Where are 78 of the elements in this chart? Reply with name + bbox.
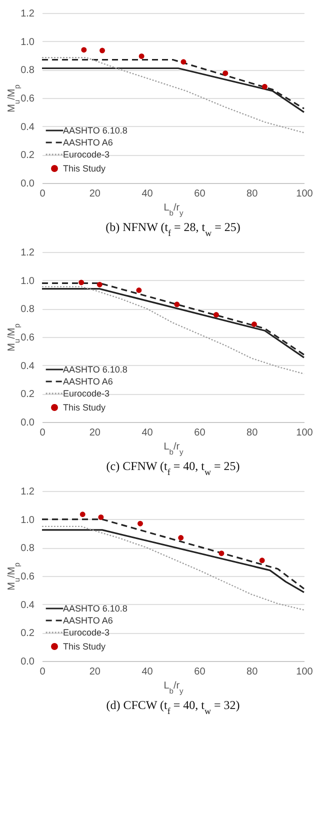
line-series xyxy=(41,286,305,374)
point xyxy=(262,84,268,90)
point xyxy=(218,550,224,556)
point xyxy=(98,514,104,520)
y-tick-label: 0.2 xyxy=(20,628,35,640)
point xyxy=(138,53,144,59)
y-tick-label: 0.2 xyxy=(20,150,35,162)
x-tick-label: 100 xyxy=(296,188,314,200)
point xyxy=(222,70,228,76)
legend-label: AASHTO 6.10.8 xyxy=(63,364,128,374)
x-tick-label: 80 xyxy=(246,188,258,200)
y-tick-label: 1.0 xyxy=(20,36,35,48)
point xyxy=(80,512,86,518)
legend-label: AASHTO A6 xyxy=(63,616,113,626)
y-tick-label: 1.0 xyxy=(20,276,35,287)
x-tick-label: 40 xyxy=(142,188,154,200)
legend-label: Eurocode-3 xyxy=(63,388,110,398)
y-tick-label: 0.4 xyxy=(20,360,35,372)
point xyxy=(178,535,184,540)
y-tick-label: 0.0 xyxy=(20,178,35,190)
point xyxy=(81,47,87,53)
legend-label: This Study xyxy=(63,642,106,652)
x-tick-label: 20 xyxy=(89,428,101,438)
x-tick-label: 80 xyxy=(246,666,258,678)
legend-label: AASHTO 6.10.8 xyxy=(63,604,128,614)
y-tick-label: 1.2 xyxy=(20,248,35,258)
y-tick-label: 1.2 xyxy=(20,486,35,498)
x-tick-label: 20 xyxy=(89,666,101,678)
y-tick-label: 0.8 xyxy=(20,543,35,554)
y-tick-label: 0.2 xyxy=(20,389,35,400)
x-tick-label: 20 xyxy=(89,188,101,200)
x-tick-label: 40 xyxy=(142,428,154,438)
legend-label: AASHTO 6.10.8 xyxy=(63,126,128,136)
x-tick-label: 0 xyxy=(40,428,46,438)
point xyxy=(251,322,257,327)
legend-label: AASHTO A6 xyxy=(63,138,113,148)
text: (c) CFNW (t$_{f}$ = 40, t$_{w}$ = 25) xyxy=(106,459,240,477)
x-tick-label: 60 xyxy=(194,428,206,438)
x-tick-label: 0 xyxy=(40,188,46,200)
point xyxy=(96,282,102,288)
legend-label: This Study xyxy=(63,164,106,174)
y-tick-label: 0.0 xyxy=(20,418,35,428)
legend-label: AASHTO A6 xyxy=(63,376,113,386)
y-tick-label: 0.6 xyxy=(20,332,35,344)
legend-label: Eurocode-3 xyxy=(63,150,110,160)
point xyxy=(180,59,186,65)
point xyxy=(174,302,180,308)
point xyxy=(259,558,265,564)
x-tick-label: 0 xyxy=(40,666,46,678)
text: (d) CFCW (t$_{f}$ = 40, t$_{w}$ = 32) xyxy=(106,698,240,716)
point xyxy=(100,48,105,54)
x-axis-title: L$_{b}$/r$_{y}$ xyxy=(164,442,184,456)
y-tick-label: 1.0 xyxy=(20,514,35,526)
y-tick-label: 0.0 xyxy=(20,656,35,668)
point xyxy=(136,288,142,293)
y-tick-label: 0.4 xyxy=(20,122,35,133)
point xyxy=(78,280,84,286)
y-tick-label: 1.2 xyxy=(20,8,35,20)
legend-label: This Study xyxy=(63,402,106,412)
y-tick-label: 0.8 xyxy=(20,65,35,76)
x-tick-label: 40 xyxy=(142,666,154,678)
x-axis-title: L$_{b}$/r$_{y}$ xyxy=(164,202,184,217)
y-tick-label: 0.6 xyxy=(20,94,35,104)
point xyxy=(138,520,143,526)
y-tick-label: 0.6 xyxy=(20,572,35,582)
x-tick-label: 60 xyxy=(194,188,206,200)
x-axis-title: L$_{b}$/r$_{y}$ xyxy=(164,680,184,695)
x-tick-label: 100 xyxy=(296,428,314,438)
y-tick-label: 0.8 xyxy=(20,304,35,316)
y-tick-label: 0.4 xyxy=(20,600,35,611)
text: (b) NFNW (t$_{f}$ = 28, t$_{w}$ = 25) xyxy=(106,220,240,238)
legend-label: Eurocode-3 xyxy=(63,628,110,638)
x-tick-label: 80 xyxy=(246,428,258,438)
line-series xyxy=(41,526,305,611)
point xyxy=(213,312,219,318)
x-tick-label: 60 xyxy=(194,666,206,678)
x-tick-label: 100 xyxy=(296,666,314,678)
line-series xyxy=(41,57,305,134)
